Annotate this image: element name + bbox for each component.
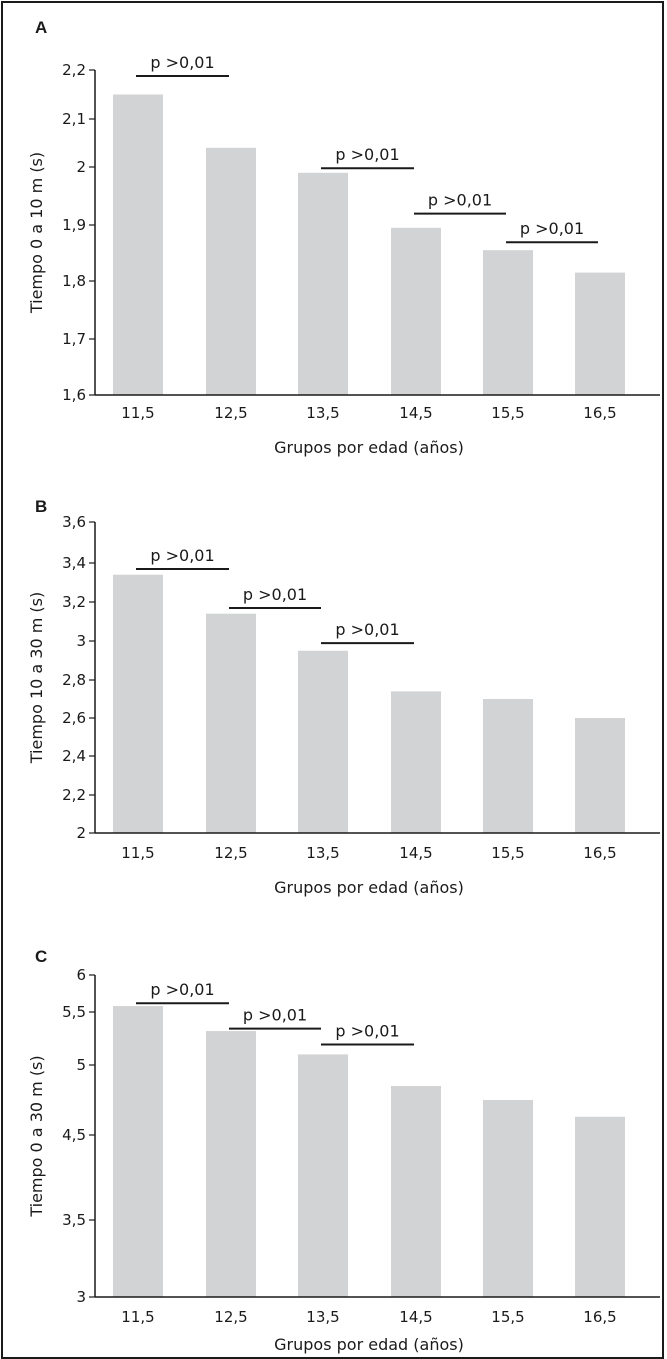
y-tick-label: 1,6 [62, 386, 86, 404]
x-tick-label: 13,5 [306, 1308, 339, 1326]
chart-panel-b: B 2 2,2 2,4 2,6 2,8 3 3,2 3,4 3,6 11,5 12,5 13,5 14,5… [27, 497, 660, 897]
y-tick-label: 2,8 [62, 671, 86, 689]
y-tick-label: 3 [76, 1288, 86, 1306]
bar-12-5 [206, 1031, 256, 1297]
y-tick-label: 3,5 [62, 1211, 86, 1229]
y-tick-label: 2,4 [62, 747, 86, 765]
x-tick-label: 15,5 [491, 1308, 524, 1326]
y-tick-label: 1,8 [62, 272, 86, 290]
x-tick-label: 16,5 [583, 404, 616, 422]
x-tick-label: 16,5 [583, 1308, 616, 1326]
bar-15-5 [483, 699, 533, 833]
x-axis-label: Grupos por edad (años) [274, 1335, 464, 1354]
panel-letter: A [35, 18, 47, 37]
y-axis-label: Tiempo 10 a 30 m (s) [27, 592, 46, 764]
y-tick-label: 2,2 [62, 61, 86, 79]
bar-12-5 [206, 147, 256, 395]
chart-panel-a: A 1,6 1,7 1,8 1,9 2 2,1 2,2 11,5 12,5 13,5 14,5 15,5… [27, 18, 660, 457]
bar-14-5 [391, 227, 441, 395]
x-tick-label: 14,5 [399, 1308, 432, 1326]
x-tick-label: 12,5 [214, 844, 247, 862]
bar-16-5 [575, 1116, 625, 1297]
y-tick-label: 2,2 [62, 786, 86, 804]
x-tick-label: 13,5 [306, 404, 339, 422]
y-tick-label: 2,6 [62, 709, 86, 727]
x-tick-label: 12,5 [214, 404, 247, 422]
y-axis-label: Tiempo 0 a 10 m (s) [27, 152, 46, 314]
panel-letter: C [35, 947, 47, 966]
bar-11-5 [113, 94, 163, 395]
significance-label: p >0,01 [428, 191, 492, 210]
significance-label: p >0,01 [520, 219, 584, 238]
y-axis-label: Tiempo 0 a 30 m (s) [27, 1055, 46, 1217]
x-tick-label: 15,5 [491, 844, 524, 862]
y-tick-label: 5 [76, 1056, 86, 1074]
x-axis-label: Grupos por edad (años) [274, 438, 464, 457]
bar-11-5 [113, 574, 163, 833]
x-tick-label: 14,5 [399, 404, 432, 422]
significance-label: p >0,01 [243, 585, 307, 604]
y-tick-label: 3,4 [62, 554, 86, 572]
significance-label: p >0,01 [335, 620, 399, 639]
panel-letter: B [35, 497, 47, 516]
y-tick-label: 1,7 [62, 330, 86, 348]
x-tick-label: 12,5 [214, 1308, 247, 1326]
bar-14-5 [391, 691, 441, 833]
bar-13-5 [298, 172, 348, 395]
x-tick-label: 11,5 [121, 404, 154, 422]
significance-label: p >0,01 [335, 1022, 399, 1041]
bar-12-5 [206, 613, 256, 833]
bar-16-5 [575, 272, 625, 395]
significance-label: p >0,01 [150, 980, 214, 999]
x-tick-label: 11,5 [121, 1308, 154, 1326]
bar-13-5 [298, 1054, 348, 1297]
y-tick-label: 2 [76, 158, 86, 176]
significance-label: p >0,01 [150, 53, 214, 72]
y-tick-label: 3 [76, 632, 86, 650]
x-tick-label: 15,5 [491, 404, 524, 422]
significance-label: p >0,01 [150, 546, 214, 565]
y-tick-label: 4,5 [62, 1126, 86, 1144]
y-tick-label: 2,1 [62, 110, 86, 128]
bar-16-5 [575, 718, 625, 833]
y-tick-label: 1,9 [62, 216, 86, 234]
significance-label: p >0,01 [335, 145, 399, 164]
bar-15-5 [483, 250, 533, 395]
x-axis-label: Grupos por edad (años) [274, 878, 464, 897]
bar-14-5 [391, 1086, 441, 1297]
x-tick-label: 14,5 [399, 844, 432, 862]
x-tick-label: 11,5 [121, 844, 154, 862]
y-tick-label: 2 [76, 824, 86, 842]
x-tick-label: 16,5 [583, 844, 616, 862]
bar-11-5 [113, 1006, 163, 1297]
bar-15-5 [483, 1100, 533, 1297]
chart-panel-c: C 3 3,5 4,5 5 5,5 6 11,5 12,5 13,5 14,5 15,5 16,5 Gru… [27, 947, 660, 1354]
y-tick-label: 5,5 [62, 1003, 86, 1021]
y-tick-label: 3,2 [62, 593, 86, 611]
y-tick-label: 6 [76, 966, 86, 984]
x-tick-label: 13,5 [306, 844, 339, 862]
significance-label: p >0,01 [243, 1006, 307, 1025]
bar-13-5 [298, 650, 348, 833]
y-tick-label: 3,6 [62, 513, 86, 531]
